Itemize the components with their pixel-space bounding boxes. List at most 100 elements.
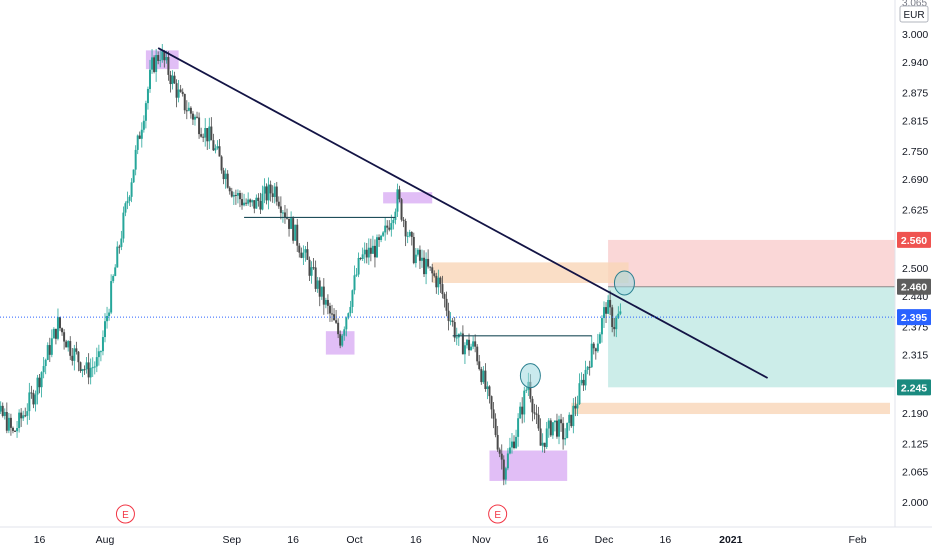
candle-body-134	[251, 200, 254, 203]
y-tick-15: 2.065	[902, 467, 928, 479]
candle-body-266	[521, 406, 524, 415]
candle-body-311	[613, 326, 616, 330]
candle-body-78	[136, 135, 139, 150]
candle-body-186	[357, 257, 360, 275]
candle-body-257	[502, 459, 505, 480]
candle-body-123	[228, 187, 231, 192]
x-tick-8: Dec	[595, 534, 614, 546]
badge-target-label: 2.245	[901, 382, 927, 394]
candle-body-96	[173, 75, 176, 84]
candle-body-293	[576, 404, 579, 409]
candle-body-91	[163, 51, 166, 61]
candle-body-156	[296, 224, 299, 246]
candle-body-194	[373, 245, 376, 258]
candle-body-159	[302, 252, 305, 258]
candle-body-125	[232, 194, 235, 197]
y-tick-13: 2.190	[902, 408, 928, 420]
profit-target-zone	[608, 286, 895, 388]
candle-body-282	[553, 420, 556, 423]
candle-body-128	[238, 193, 241, 200]
candle-body-234	[455, 337, 458, 339]
candle-body-182	[349, 306, 352, 314]
y-tick-11: 2.315	[902, 350, 928, 362]
candle-body-72	[124, 203, 127, 213]
candle-body-309	[609, 299, 612, 308]
candle-body-24	[26, 411, 29, 416]
candle-body-14	[5, 412, 8, 431]
candle-body-11	[0, 405, 2, 412]
candle-body-20	[18, 412, 21, 429]
candle-body-62	[104, 321, 106, 338]
candle-body-175	[335, 320, 338, 323]
candle-body-253	[494, 418, 497, 435]
candle-body-158	[300, 252, 303, 258]
candle-body-93	[167, 57, 170, 75]
candle-body-140	[263, 186, 266, 194]
candle-body-173	[331, 313, 334, 315]
candle-body-284	[558, 419, 561, 437]
candle-body-124	[230, 191, 233, 197]
candle-body-144	[271, 193, 274, 197]
candle-body-281	[551, 422, 554, 436]
candle-body-21	[20, 412, 23, 419]
candle-body-86	[153, 57, 156, 72]
candle-body-202	[390, 223, 393, 230]
candle-body-52	[83, 369, 86, 371]
candle-body-176	[337, 322, 340, 335]
candle-body-220	[427, 258, 430, 267]
candle-body-117	[216, 146, 219, 149]
candle-body-247	[482, 370, 485, 383]
candle-body-169	[322, 286, 325, 305]
candle-body-243	[474, 341, 477, 347]
candle-body-187	[359, 257, 362, 259]
badge-entry	[897, 278, 931, 295]
candle-body-139	[261, 193, 264, 210]
candle-body-26	[30, 392, 33, 394]
candle-body-288	[566, 422, 569, 439]
currency-box[interactable]	[899, 5, 929, 23]
candle-body-256	[500, 453, 503, 460]
candle-body-240	[468, 339, 471, 351]
candle-body-307	[605, 307, 608, 314]
candle-body-267	[523, 390, 526, 415]
candle-body-273	[535, 413, 538, 415]
candle-body-35	[48, 345, 51, 355]
candle-body-224	[435, 275, 438, 288]
candle-body-222	[431, 267, 434, 274]
x-tick-9: 16	[660, 534, 672, 546]
candle-body-148	[279, 206, 282, 213]
candle-body-49	[77, 351, 80, 363]
candle-body-115	[212, 140, 215, 151]
candle-body-38	[54, 328, 57, 339]
candle-body-110	[202, 136, 205, 138]
candle-body-150	[283, 212, 286, 218]
candle-body-47	[73, 348, 76, 361]
candle-body-132	[247, 199, 250, 204]
candle-body-205	[396, 189, 399, 212]
x-tick-7: 16	[537, 534, 549, 546]
candle-body-271	[531, 398, 534, 413]
candle-body-31	[40, 372, 43, 388]
price-axis[interactable]: 3.065 EUR 3.000 2.940 2.875 2.815 2.750 2.690…	[894, 0, 932, 527]
top-partial-label: 3.065	[902, 0, 927, 9]
candle-body-277	[543, 442, 546, 448]
candle-body-290	[570, 414, 573, 427]
candle-body-43	[65, 341, 68, 348]
candle-body-90	[161, 51, 164, 60]
candle-body-216	[418, 249, 421, 261]
time-axis[interactable]: 16 Aug Sep 16 Oct 16 Nov 16 Dec 16 2021 Feb	[0, 526, 932, 550]
candle-body-138	[259, 200, 262, 210]
candle-body-189	[363, 249, 366, 255]
candle-body-236	[459, 333, 462, 335]
candle-body-280	[549, 420, 552, 436]
candle-body-76	[132, 169, 135, 183]
candle-body-185	[355, 274, 358, 276]
candle-body-195	[375, 237, 378, 258]
candle-body-163	[310, 267, 313, 276]
candle-body-305	[600, 318, 603, 335]
badge-stop-label: 2.560	[901, 235, 927, 247]
candle-body-292	[574, 405, 577, 409]
candle-body-291	[572, 405, 575, 427]
